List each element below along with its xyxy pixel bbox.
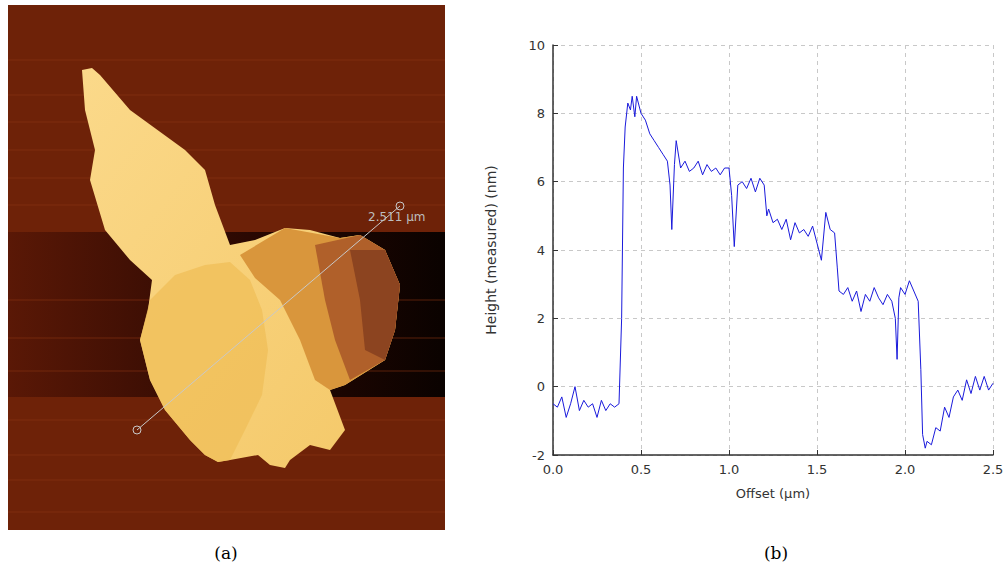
svg-text:4: 4 xyxy=(537,243,545,258)
svg-text:10: 10 xyxy=(528,38,545,53)
svg-text:1.5: 1.5 xyxy=(807,462,828,477)
svg-text:2: 2 xyxy=(537,311,545,326)
svg-text:2.511 µm: 2.511 µm xyxy=(368,210,426,224)
svg-text:1.0: 1.0 xyxy=(719,462,740,477)
svg-text:Offset (µm): Offset (µm) xyxy=(736,486,810,501)
svg-text:0.0: 0.0 xyxy=(543,462,564,477)
svg-text:2.5: 2.5 xyxy=(983,462,1004,477)
svg-text:2.0: 2.0 xyxy=(895,462,916,477)
svg-text:0.5: 0.5 xyxy=(631,462,652,477)
svg-text:-2: -2 xyxy=(532,448,545,463)
svg-text:0: 0 xyxy=(537,379,545,394)
svg-text:Height (measured) (nm): Height (measured) (nm) xyxy=(483,165,499,334)
html-text:(b): (b) xyxy=(763,543,789,563)
html-text:(a): (a) xyxy=(214,543,238,563)
svg-text:6: 6 xyxy=(537,174,545,189)
svg-text:8: 8 xyxy=(537,106,545,121)
